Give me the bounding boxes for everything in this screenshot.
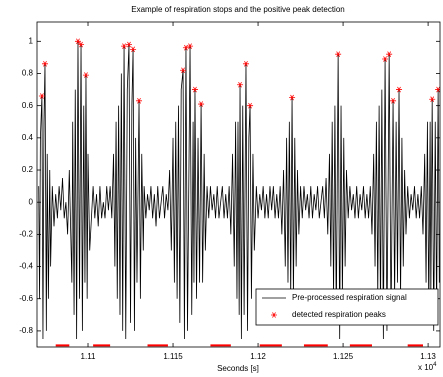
- y-tick-label: -0.6: [19, 294, 33, 303]
- y-tick-label: -0.4: [19, 262, 33, 271]
- peak-marker: [242, 61, 249, 67]
- peak-marker: [396, 86, 403, 93]
- x-tick-label: 1.13: [420, 352, 436, 361]
- peak-marker: [125, 41, 132, 48]
- peak-marker: [289, 94, 296, 101]
- y-tick-label: 0.4: [22, 133, 34, 142]
- x-tick-label: 1.12: [250, 352, 266, 361]
- chart-title: Example of respiration stops and the pos…: [131, 5, 344, 14]
- y-tick-label: 0.2: [22, 165, 34, 174]
- x-multiplier-base: x 10: [418, 363, 434, 372]
- peak-marker: [136, 98, 143, 104]
- y-tick-label: 1: [29, 36, 34, 45]
- peak-marker: [41, 61, 48, 67]
- peak-marker: [435, 86, 440, 93]
- y-tick-label: -0.2: [19, 229, 33, 238]
- y-tick-label: -0.8: [19, 326, 33, 335]
- peak-marker: [247, 102, 254, 109]
- y-tick-label: 0.8: [22, 69, 34, 78]
- legend-box: [255, 288, 439, 326]
- peak-marker: [429, 96, 436, 103]
- peak-marker: [237, 81, 244, 88]
- legend-label: detected respiration peaks: [292, 310, 386, 319]
- x-tick-label: 1.115: [163, 352, 183, 361]
- peak-marker: [382, 56, 389, 62]
- plot-area: [38, 38, 440, 347]
- peak-marker: [38, 93, 45, 99]
- peak-marker: [82, 72, 89, 78]
- legend-label: Pre-processed respiration signal: [292, 293, 407, 302]
- x-tick-label: 1.125: [333, 352, 354, 361]
- x-multiplier-exponent: 4: [433, 362, 437, 368]
- peak-marker: [182, 44, 189, 51]
- peak-marker: [390, 98, 397, 104]
- peak-marker: [74, 38, 81, 45]
- x-multiplier: x 104: [418, 362, 437, 373]
- peak-marker: [191, 86, 198, 93]
- y-tick-label: 0: [29, 197, 34, 206]
- peak-marker: [130, 46, 137, 53]
- signal-line: [38, 41, 440, 339]
- axes-box: [36, 21, 441, 348]
- peak-marker: [386, 51, 393, 57]
- peak-marker: [121, 43, 128, 49]
- x-tick-label: 1.11: [81, 352, 97, 361]
- legend-marker: [271, 312, 277, 318]
- x-axis-label: Seconds [s]: [217, 364, 259, 373]
- peak-marker: [187, 43, 194, 49]
- peak-marker: [78, 41, 85, 48]
- y-tick-label: 0.6: [22, 101, 34, 110]
- peak-marker: [335, 51, 342, 57]
- peak-marker: [198, 101, 205, 107]
- peak-marker: [180, 67, 187, 74]
